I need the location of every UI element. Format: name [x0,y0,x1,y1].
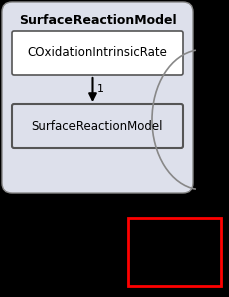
FancyBboxPatch shape [12,104,183,148]
FancyBboxPatch shape [2,2,193,193]
Text: SurfaceReactionModel: SurfaceReactionModel [32,119,163,132]
Text: COxidationIntrinsicRate: COxidationIntrinsicRate [27,47,167,59]
Bar [128,218,221,286]
Text: SurfaceReactionModel: SurfaceReactionModel [19,15,176,28]
Text: 1: 1 [96,84,104,94]
FancyBboxPatch shape [12,31,183,75]
